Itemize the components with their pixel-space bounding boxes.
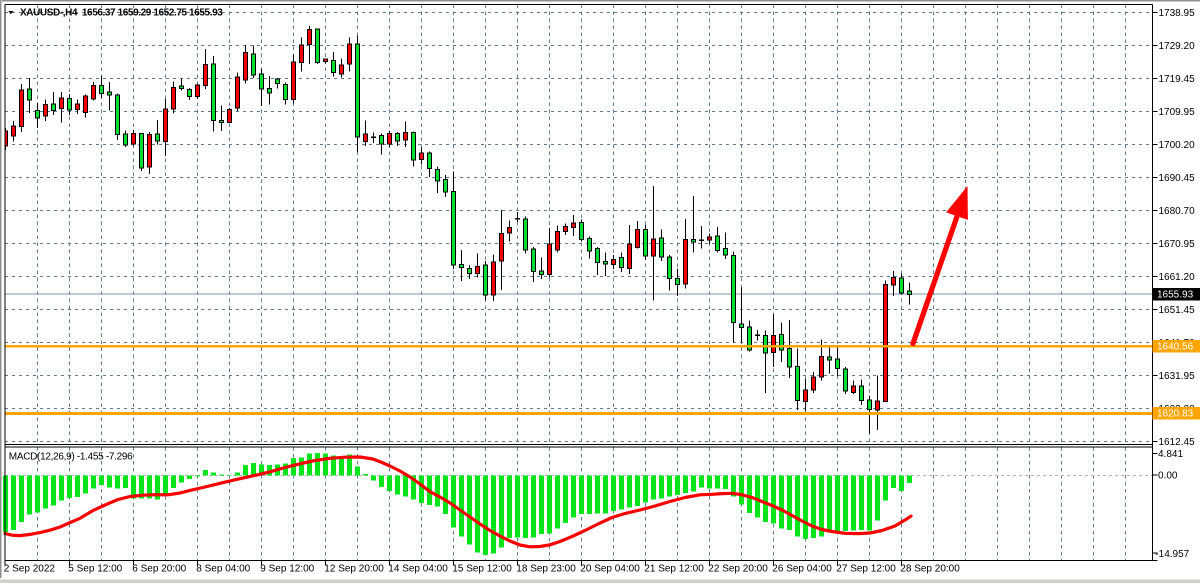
svg-text:1690.45: 1690.45 xyxy=(1159,173,1196,184)
svg-text:21 Sep 12:00: 21 Sep 12:00 xyxy=(644,564,704,575)
svg-text:26 Sep 04:00: 26 Sep 04:00 xyxy=(772,564,832,575)
svg-text:XAUUSD-,H4 1656.37 1659.29 16: XAUUSD-,H4 1656.37 1659.29 1652.75 1655.… xyxy=(20,7,223,18)
svg-text:1655.93: 1655.93 xyxy=(1157,290,1194,301)
svg-text:1680.70: 1680.70 xyxy=(1159,206,1196,217)
svg-text:1640.56: 1640.56 xyxy=(1157,342,1194,353)
svg-text:5 Sep 12:00: 5 Sep 12:00 xyxy=(68,564,122,575)
svg-text:20 Sep 04:00: 20 Sep 04:00 xyxy=(580,564,640,575)
svg-text:1719.45: 1719.45 xyxy=(1159,74,1196,85)
svg-text:1738.95: 1738.95 xyxy=(1159,8,1196,19)
svg-text:1729.20: 1729.20 xyxy=(1159,41,1196,52)
svg-text:-14.957: -14.957 xyxy=(1155,549,1189,560)
svg-text:27 Sep 12:00: 27 Sep 12:00 xyxy=(836,564,896,575)
svg-text:14 Sep 04:00: 14 Sep 04:00 xyxy=(388,564,448,575)
svg-text:1661.20: 1661.20 xyxy=(1159,272,1196,283)
svg-text:1670.95: 1670.95 xyxy=(1159,239,1196,250)
svg-text:MACD(12,26,9) -1.455 -7.296: MACD(12,26,9) -1.455 -7.296 xyxy=(9,452,133,463)
svg-text:1651.45: 1651.45 xyxy=(1159,305,1196,316)
svg-text:22 Sep 20:00: 22 Sep 20:00 xyxy=(708,564,768,575)
svg-text:1620.83: 1620.83 xyxy=(1157,409,1194,420)
svg-text:4.841: 4.841 xyxy=(1158,449,1183,460)
svg-text:2 Sep 2022: 2 Sep 2022 xyxy=(4,564,56,575)
svg-text:9 Sep 12:00: 9 Sep 12:00 xyxy=(260,564,314,575)
svg-text:12 Sep 20:00: 12 Sep 20:00 xyxy=(324,564,384,575)
svg-text:0.00: 0.00 xyxy=(1158,470,1178,481)
svg-text:1700.20: 1700.20 xyxy=(1159,140,1196,151)
svg-text:15 Sep 12:00: 15 Sep 12:00 xyxy=(452,564,512,575)
svg-text:18 Sep 23:00: 18 Sep 23:00 xyxy=(516,564,576,575)
svg-text:28 Sep 20:00: 28 Sep 20:00 xyxy=(900,564,960,575)
svg-text:1709.95: 1709.95 xyxy=(1159,107,1196,118)
svg-text:8 Sep 04:00: 8 Sep 04:00 xyxy=(196,564,250,575)
svg-text:1612.45: 1612.45 xyxy=(1159,437,1196,448)
svg-text:1631.95: 1631.95 xyxy=(1159,371,1196,382)
svg-text:6 Sep 20:00: 6 Sep 20:00 xyxy=(132,564,186,575)
